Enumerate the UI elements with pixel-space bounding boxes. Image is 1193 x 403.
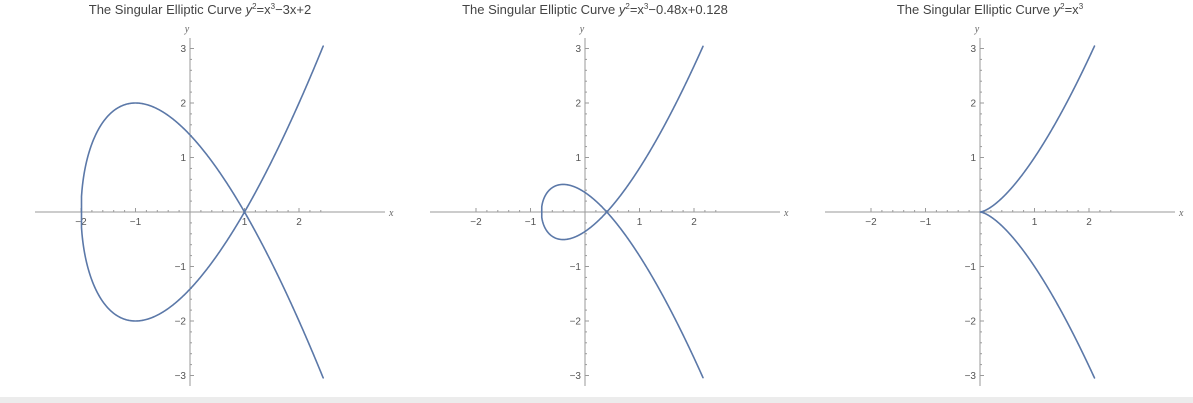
x-axis-label: x [1178,208,1184,219]
x-axis-label: x [783,208,789,219]
y-tick-label: 3 [575,44,581,55]
plot-canvas: −2 −1 1 2 −3 −2 −1 1 2 3 x y [825,24,1184,386]
plot-title: The Singular Elliptic Curve y2=x3−3x+2 [88,2,312,17]
plot-panel-1: The Singular Elliptic Curve y2=x3−3x+2 −… [0,0,400,400]
y-tick-label: −3 [965,371,977,382]
x-tick-label: 1 [1032,217,1038,228]
y-tick-label: 1 [970,153,976,164]
plot-canvas: −2 −1 1 2 −3 −2 −1 1 2 3 x y [430,24,789,386]
y-tick-label: −1 [570,262,582,273]
y-tick-label: 2 [180,99,186,110]
x-tick-label: 2 [691,217,697,228]
y-tick-label: −3 [570,371,582,382]
x-tick-label: 2 [296,217,302,228]
x-tick-label: 2 [1086,217,1092,228]
y-tick-label: −1 [175,262,187,273]
y-tick-label: 2 [970,99,976,110]
plot-title: The Singular Elliptic Curve y2=x3 [896,2,1084,17]
y-tick-label: 3 [180,44,186,55]
x-tick-label: 1 [242,217,248,228]
x-tick-label: −2 [470,217,482,228]
y-tick-label: 1 [180,153,186,164]
y-tick-label: −1 [965,262,977,273]
curve-series [80,45,324,379]
y-tick-label: 1 [575,153,581,164]
x-axis-label: x [388,208,394,219]
y-tick-label: 2 [575,99,581,110]
y-tick-label: −3 [175,371,187,382]
y-tick-label: −2 [965,317,977,328]
plot-panel-2: The Singular Elliptic Curve y2=x3−0.48x+… [395,0,795,400]
y-axis-label: y [184,24,190,35]
plot-title: The Singular Elliptic Curve y2=x3−0.48x+… [462,2,728,17]
plot-panel-3: The Singular Elliptic Curve y2=x3 −2 −1 1 2… [790,0,1190,400]
y-axis-label: y [579,24,585,35]
curve-series [540,45,704,379]
x-tick-label: −1 [130,217,142,228]
bottom-strip [0,397,1193,403]
curve-series [979,45,1096,379]
x-tick-label: 1 [637,217,643,228]
y-tick-label: −2 [175,317,187,328]
y-tick-label: 3 [970,44,976,55]
y-axis-label: y [974,24,980,35]
y-tick-label: −2 [570,317,582,328]
x-tick-label: −1 [920,217,932,228]
x-tick-label: −2 [865,217,877,228]
x-tick-label: −1 [525,217,537,228]
